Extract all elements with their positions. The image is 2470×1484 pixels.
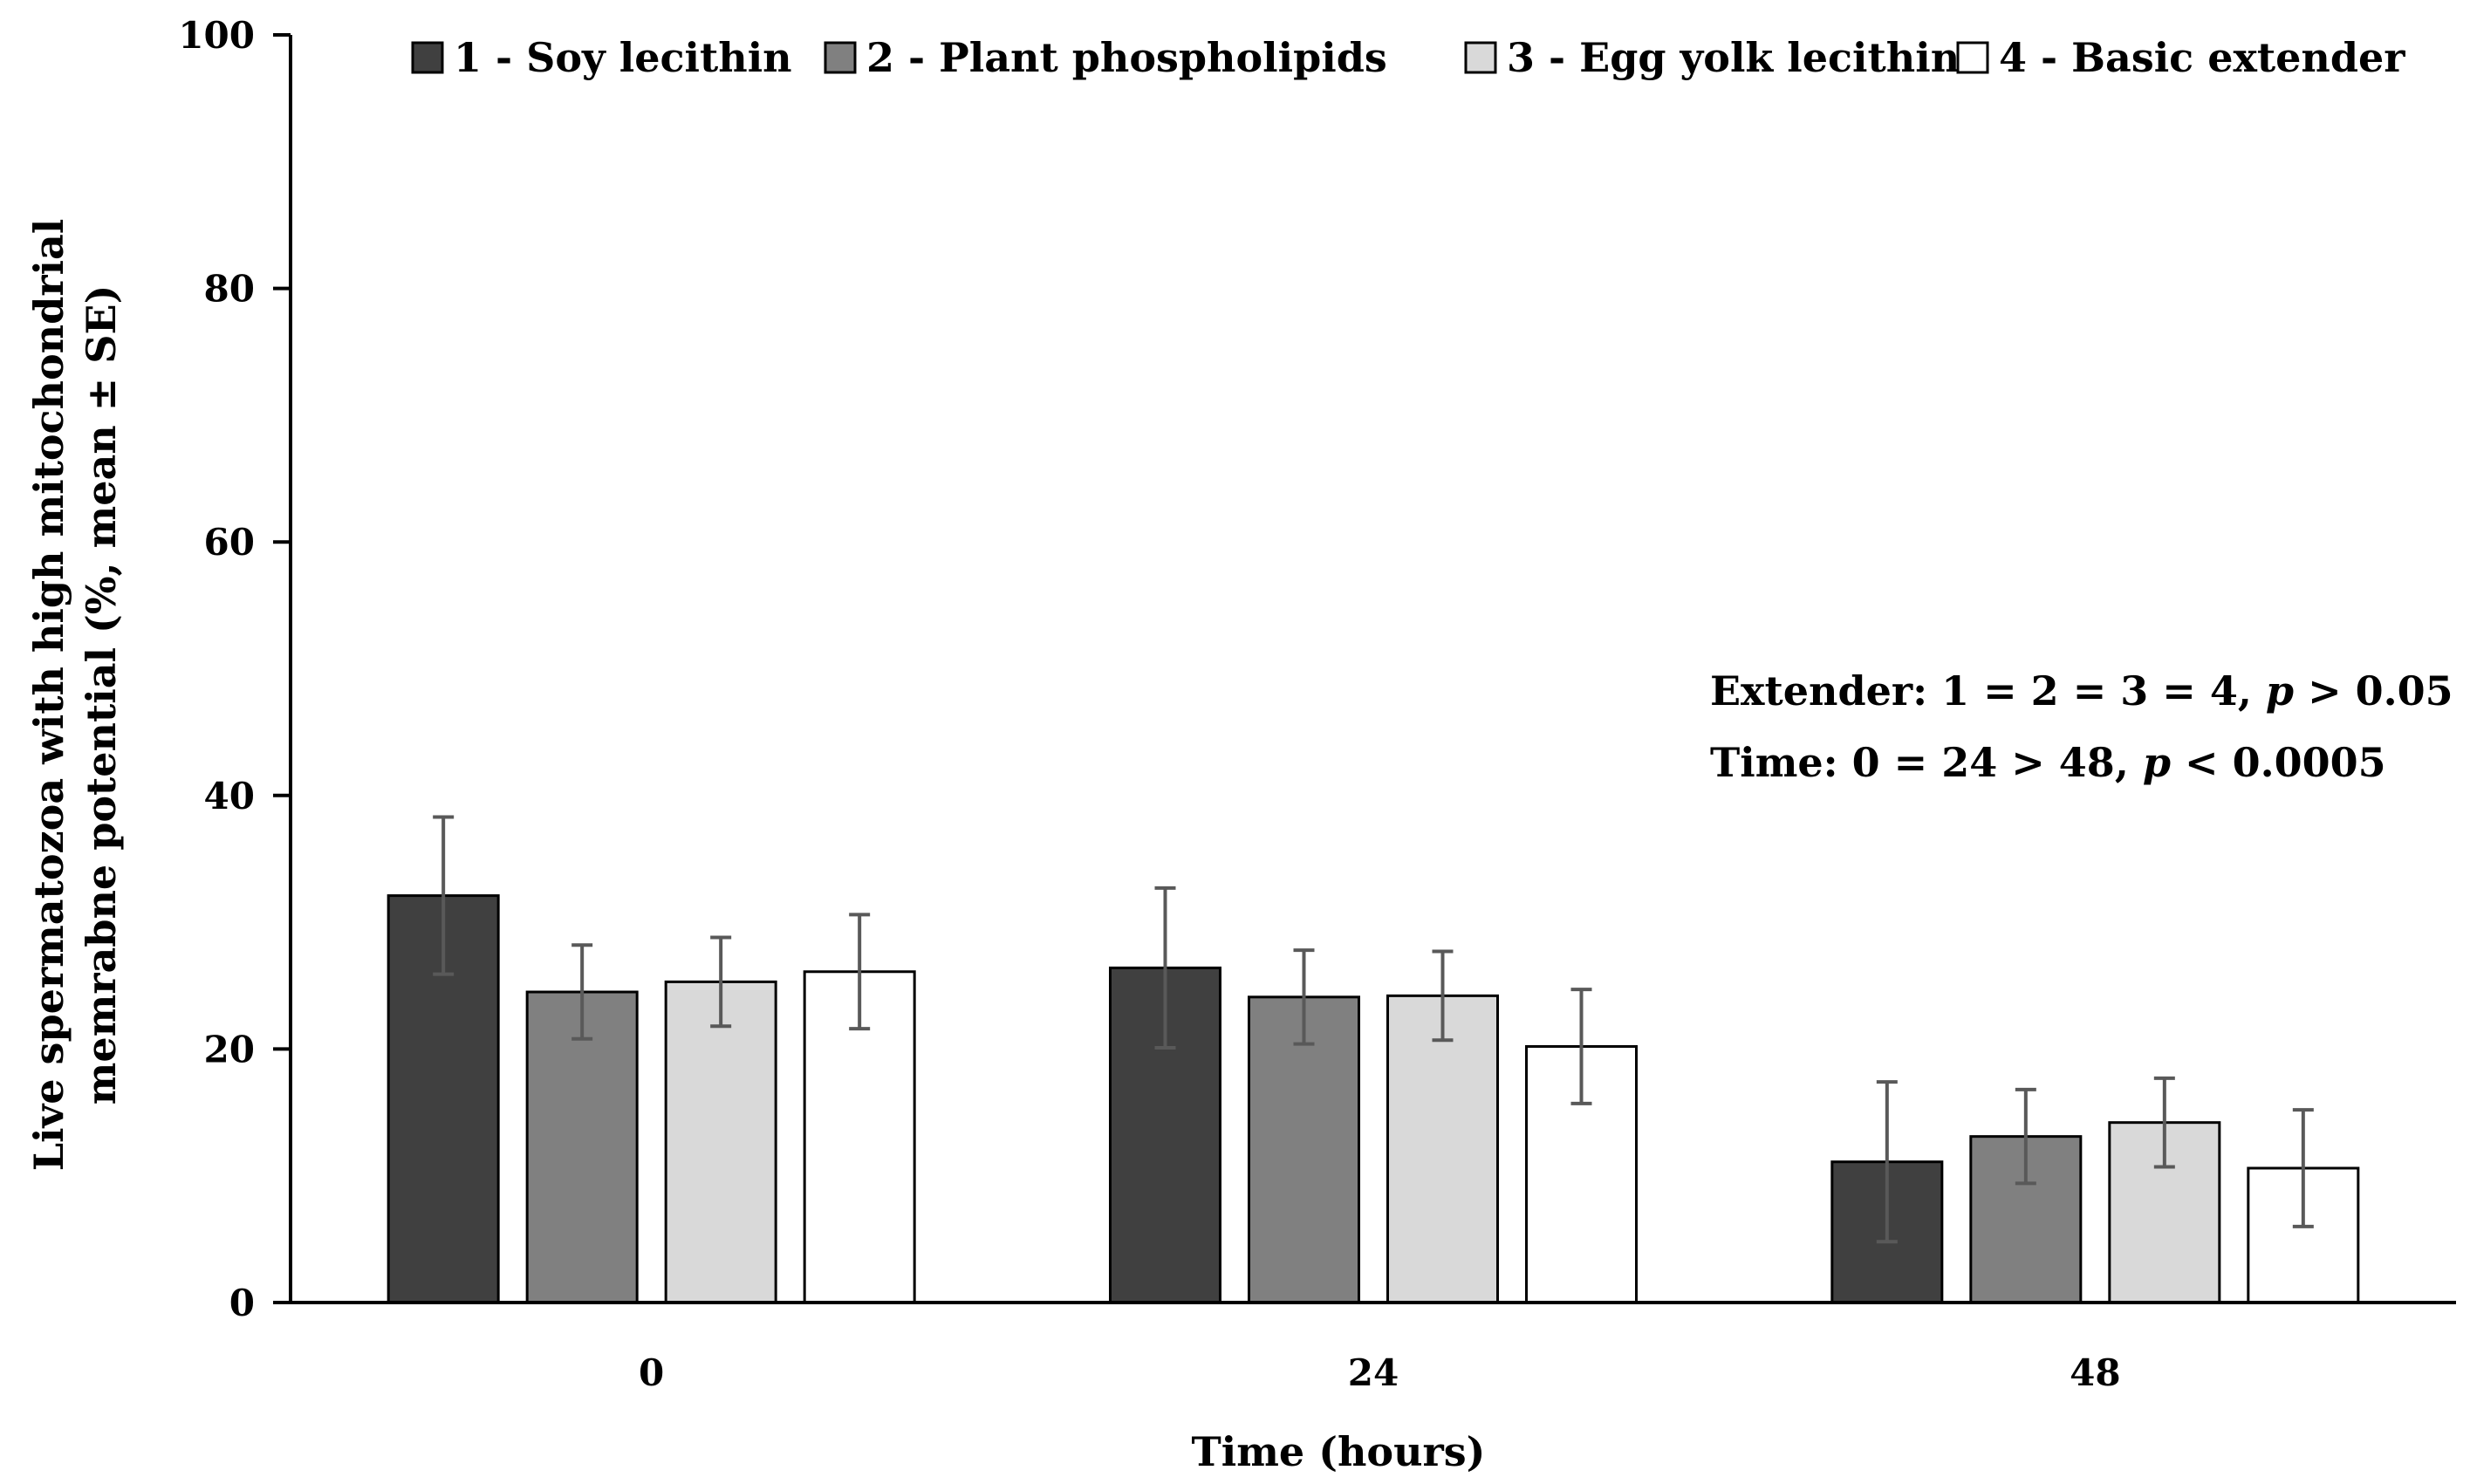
legend-swatch: [824, 41, 857, 74]
x-axis-title: Time (hours): [1192, 1428, 1486, 1475]
x-tick-label: 0: [639, 1351, 664, 1394]
stats-annotation-1: Extender: 1 = 2 = 3 = 4, p > 0.05: [1710, 667, 2453, 715]
legend-label: 4 - Basic extender: [1999, 34, 2405, 81]
legend-swatch: [1956, 41, 1989, 74]
y-axis-title-line-2: memrabne potential (%, mean ± SE): [78, 285, 125, 1105]
bars-layer: [387, 894, 2360, 1304]
legend-item-series4: 4 - Basic extender: [1956, 34, 2405, 81]
y-tick-label: 100: [178, 14, 255, 57]
bar-series3-0h: [664, 980, 777, 1304]
legend-item-series1: 1 - Soy lecithin: [411, 34, 792, 81]
y-tick-label: 60: [204, 521, 255, 564]
error-bar-series1-24h: [1154, 886, 1176, 1050]
bar-series3-24h: [1386, 994, 1499, 1304]
legend-label: 1 - Soy lecithin: [454, 34, 792, 81]
legend-item-series2: 2 - Plant phospholipids: [824, 34, 1387, 81]
error-bar-series3-0h: [710, 935, 732, 1029]
bar-series2-0h: [525, 990, 639, 1304]
error-bar-series1-48h: [1876, 1080, 1898, 1244]
error-bar-series4-48h: [2292, 1108, 2314, 1228]
error-bar-series3-48h: [2153, 1076, 2175, 1169]
x-tick-label: 48: [2070, 1351, 2120, 1394]
legend-swatch: [411, 41, 444, 74]
y-axis-title: Live spermatozoa with high mitochondrial…: [25, 219, 125, 1172]
error-bar-series2-24h: [1293, 948, 1315, 1046]
axes-layer: 0 24 48 0 20 40 60 80 100 Time (hours) Live sperma…: [25, 14, 2456, 1475]
y-tick-label: 20: [204, 1028, 255, 1070]
error-bar-series4-0h: [849, 913, 871, 1031]
error-bar-series2-0h: [571, 943, 593, 1041]
y-tick-label: 80: [204, 268, 255, 311]
legend-swatch: [1464, 41, 1497, 74]
x-tick-label: 24: [1348, 1351, 1399, 1394]
error-bar-series4-24h: [1570, 988, 1592, 1105]
y-axis-title-line-1: Live spermatozoa with high mitochondrial: [25, 219, 72, 1172]
error-bars-layer: [433, 815, 2314, 1244]
legend-label: 3 - Egg yolk lecithin: [1507, 34, 1960, 81]
error-bar-series3-24h: [1432, 949, 1454, 1043]
legend-label: 2 - Plant phospholipids: [866, 34, 1387, 81]
legend: 1 - Soy lecithin 2 - Plant phospholipids 3…: [411, 34, 2405, 81]
legend-item-series3: 3 - Egg yolk lecithin: [1464, 34, 1960, 81]
stats-annotation-2: Time: 0 = 24 > 48, p < 0.0005: [1710, 739, 2386, 786]
error-bar-series1-0h: [433, 815, 455, 976]
y-tick-label: 0: [229, 1282, 255, 1324]
annotations: Extender: 1 = 2 = 3 = 4, p > 0.05 Time: 0…: [1710, 667, 2453, 786]
error-bar-series2-48h: [2015, 1087, 2036, 1186]
y-tick-label: 40: [204, 775, 255, 817]
